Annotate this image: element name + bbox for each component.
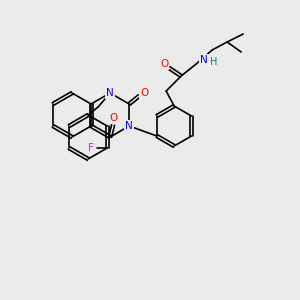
Text: N: N (200, 55, 208, 65)
Text: O: O (160, 59, 168, 69)
Text: N: N (125, 121, 133, 131)
Text: O: O (140, 88, 148, 98)
Text: H: H (210, 57, 218, 67)
Text: O: O (109, 113, 117, 123)
Text: F: F (88, 143, 94, 153)
Text: N: N (106, 88, 114, 98)
